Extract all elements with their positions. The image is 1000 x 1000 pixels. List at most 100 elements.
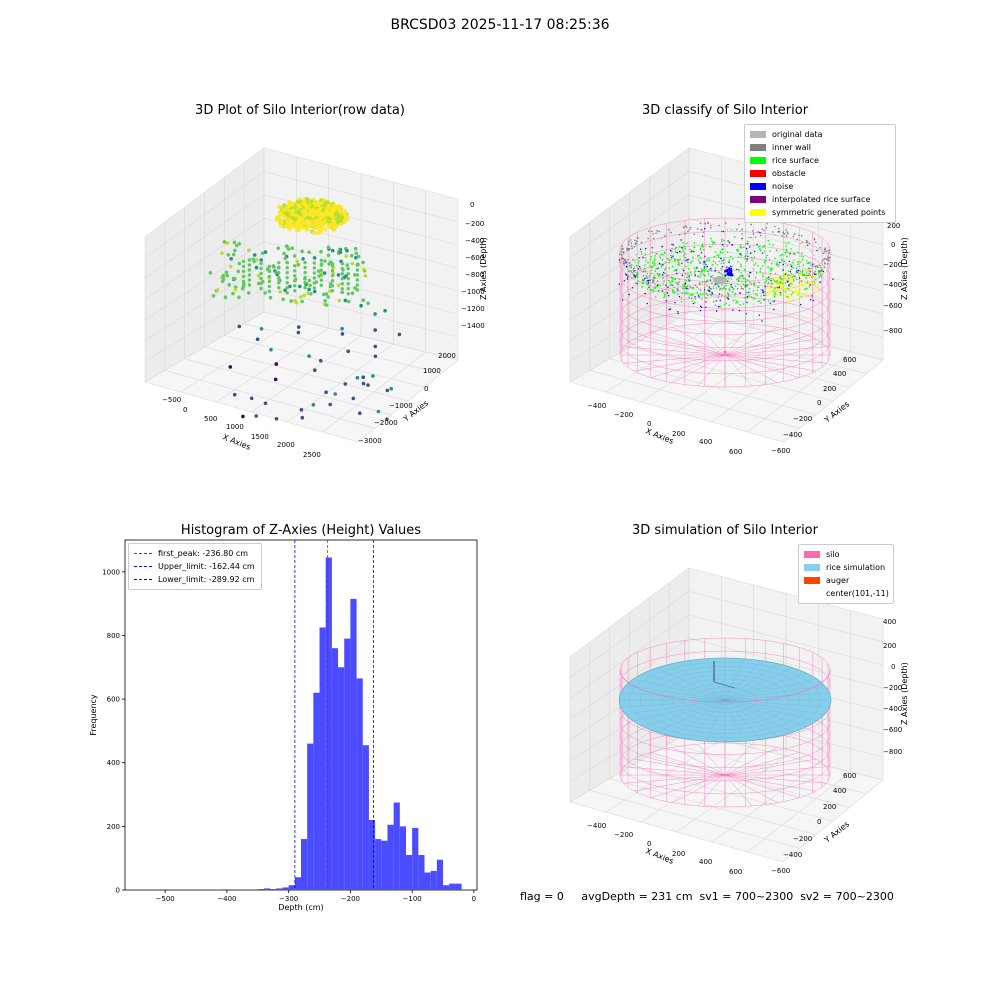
symmetric-point [800, 297, 802, 299]
data-point [241, 414, 245, 419]
data-point [338, 250, 343, 255]
rice-surface-point [682, 268, 684, 270]
rice-surface-point [682, 250, 684, 252]
histogram-bar [436, 859, 444, 890]
inner-wall-point [709, 287, 711, 290]
rice-surface-point [801, 252, 803, 254]
data-point [330, 284, 335, 288]
data-point [340, 287, 344, 291]
inner-wall-point [805, 274, 807, 277]
rice-surface-point [806, 262, 809, 265]
data-point [385, 388, 390, 393]
noise-point [684, 282, 687, 285]
rice-surface-point [785, 249, 788, 252]
inner-wall-point [633, 245, 636, 248]
data-point [296, 325, 301, 329]
noise-point [648, 279, 650, 282]
rice-surface-point [673, 258, 676, 260]
x-tick-label: 0 [647, 420, 651, 428]
symmetric-point [775, 282, 777, 284]
rice-surface-point [787, 241, 790, 244]
grid-line [263, 194, 459, 246]
data-point [355, 263, 360, 267]
x-tick-label: −400 [587, 402, 606, 410]
data-point [354, 251, 359, 256]
rice-surface-point [670, 254, 672, 257]
rice-surface-point [764, 298, 766, 300]
data-point [288, 284, 292, 289]
rice-surface-point [684, 252, 686, 255]
data-point [259, 327, 264, 331]
noise-point [746, 258, 748, 261]
rice-surface-point [663, 292, 665, 294]
x-tick-label: 200 [672, 850, 685, 858]
rice-surface-point [756, 289, 759, 291]
noise-point [674, 301, 676, 304]
inner-wall-point [642, 275, 645, 277]
noise-point [748, 275, 750, 277]
symmetric-point [771, 290, 774, 292]
inner-wall-point [765, 227, 768, 229]
inner-wall-point [752, 230, 754, 232]
original-data-point [806, 271, 809, 273]
rice-surface-point [700, 268, 703, 271]
rice-surface-point [712, 243, 714, 245]
rice-surface-point [754, 276, 757, 279]
rice-surface-point [790, 248, 792, 250]
inner-wall-point [813, 272, 815, 274]
noise-point [703, 289, 706, 291]
inner-wall-point [648, 230, 650, 232]
inner-wall-point [688, 228, 691, 231]
z-tick-label: −800 [883, 748, 902, 756]
rice-surface-point [637, 280, 639, 282]
rice-surface-point [660, 265, 663, 268]
inner-wall-point [824, 263, 826, 265]
rice-surface-point [787, 274, 789, 276]
data-point [259, 258, 263, 262]
inner-wall-point [736, 228, 738, 231]
rice-surface-point [781, 278, 783, 280]
rice-surface-point [687, 268, 690, 270]
rice-surface-point [709, 293, 711, 296]
legend-item: original data [750, 128, 890, 141]
data-point [292, 254, 297, 258]
symmetric-point [797, 273, 799, 275]
rice-surface-point [716, 284, 718, 286]
data-point [294, 223, 299, 228]
rice-surface-point [777, 263, 779, 266]
inner-wall-point [750, 283, 753, 285]
silo-spoke [724, 774, 827, 784]
inner-wall-point [649, 279, 651, 281]
rice-surface-point [670, 250, 673, 253]
rice-surface-point [653, 262, 655, 264]
rice-surface-point [787, 270, 790, 272]
rice-surface-point [764, 294, 767, 296]
rice-surface-point [726, 245, 729, 247]
inner-wall-point [816, 265, 818, 267]
rice-surface-point [714, 262, 717, 264]
noise-point [727, 297, 729, 299]
symmetric-point [786, 276, 788, 279]
rice-surface-point [720, 267, 722, 270]
data-point [327, 262, 331, 266]
data-point [267, 274, 272, 279]
noise-point [661, 246, 663, 248]
rice-surface-point [705, 297, 708, 299]
noise-point [731, 274, 734, 277]
noise-point [754, 250, 756, 253]
rice-surface-point [803, 288, 806, 291]
rice-surface-point [679, 258, 681, 260]
inner-wall-point [645, 277, 647, 279]
original-data-point [698, 288, 700, 290]
data-point [355, 273, 360, 277]
rice-surface-point [654, 257, 656, 260]
noise-point [694, 274, 696, 276]
data-point [229, 264, 233, 269]
data-point [303, 275, 307, 280]
rice-surface-point [747, 274, 749, 276]
data-point [227, 282, 231, 287]
data-point [355, 278, 360, 282]
data-point [304, 219, 309, 225]
inner-wall-point [693, 233, 696, 236]
data-point [255, 337, 260, 341]
